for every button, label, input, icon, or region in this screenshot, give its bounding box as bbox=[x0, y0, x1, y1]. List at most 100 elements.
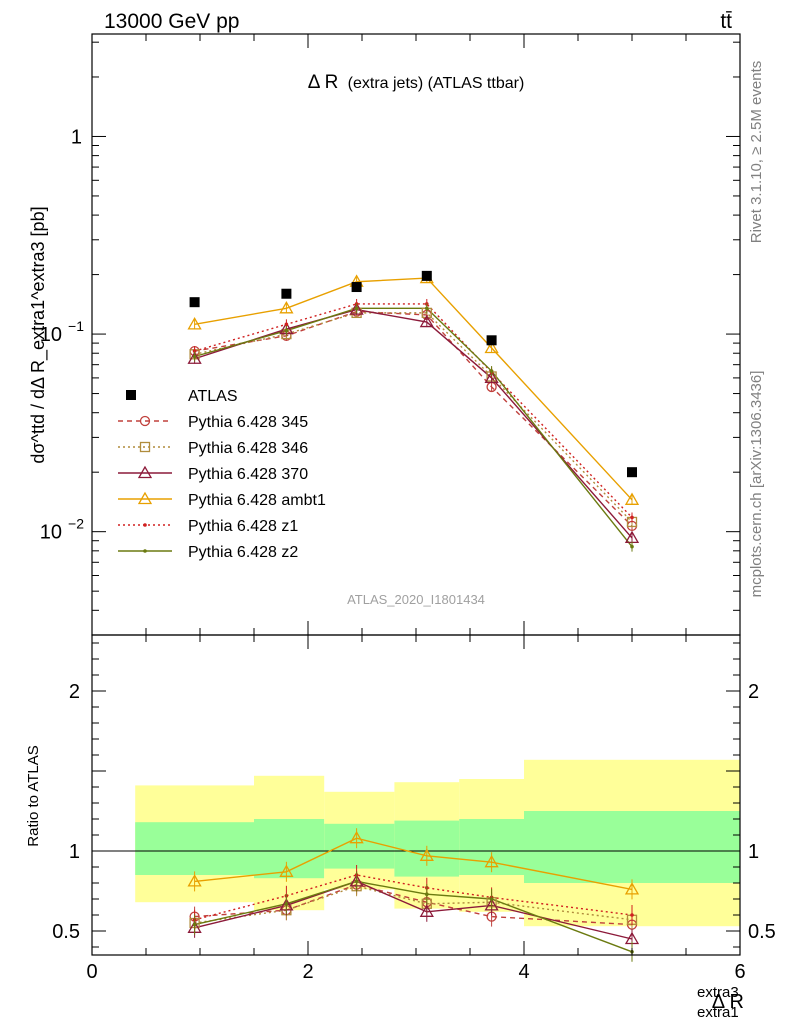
main-y-axis-label-text: dσ^ttd / dΔ R_extra1^extra3 [pb] bbox=[28, 206, 49, 463]
point-ratio-3-0 bbox=[187, 874, 202, 887]
point-main-3-4 bbox=[484, 340, 499, 354]
point-ratio-5-2 bbox=[354, 879, 359, 884]
ratio-y-axis-label: Ratio to ATLAS bbox=[25, 745, 42, 846]
legend-label-4: Pythia 6.428 z1 bbox=[188, 518, 298, 535]
point-ratio-5-1 bbox=[284, 902, 289, 906]
series-line-main-0 bbox=[194, 310, 633, 527]
x-tick-label: 2 bbox=[302, 961, 313, 983]
legend: ATLAS Pythia 6.428 345 Pythia 6.428 346 Pyt… bbox=[118, 388, 326, 561]
point-ratio-2-3 bbox=[419, 904, 434, 917]
x-tick-label: 0 bbox=[86, 961, 97, 983]
main-y-tick-label: 10 bbox=[40, 522, 62, 544]
data-point-5 bbox=[627, 467, 637, 478]
point-ratio-3-4 bbox=[484, 854, 499, 868]
legend-marker-atlas bbox=[126, 390, 136, 400]
point-main-3-5 bbox=[624, 492, 640, 505]
legend-label-0: Pythia 6.428 345 bbox=[188, 414, 308, 431]
point-ratio-3-1 bbox=[279, 864, 294, 877]
point-main-5-3 bbox=[425, 306, 429, 311]
data-point-4 bbox=[486, 335, 497, 346]
x-axis-label: Δ R bbox=[712, 991, 744, 1013]
legend-label-5: Pythia 6.428 z2 bbox=[188, 544, 298, 561]
series-line-main-4 bbox=[194, 303, 633, 518]
series-lines bbox=[194, 277, 633, 953]
point-ratio-5-4 bbox=[489, 897, 494, 901]
x-tick-label: 4 bbox=[518, 961, 529, 983]
legend-label-2: Pythia 6.428 370 bbox=[188, 466, 308, 483]
ratio-y-tick-label-right: 2 bbox=[748, 681, 759, 703]
band-inner-2 bbox=[324, 823, 395, 869]
point-main-4-5 bbox=[630, 515, 634, 520]
mcplots-label: mcplots.cern.ch [arXiv:1306.3436] bbox=[748, 371, 765, 598]
ratio-y-tick-label: 1 bbox=[69, 841, 80, 863]
point-main-2-0 bbox=[187, 351, 202, 364]
point-main-2-3 bbox=[419, 314, 434, 328]
point-ratio-5-3 bbox=[425, 892, 429, 896]
series-line-main-5 bbox=[194, 307, 633, 548]
legend-marker-4 bbox=[143, 523, 147, 527]
legend-marker-0 bbox=[139, 415, 151, 427]
legend-label-3: Pythia 6.428 ambt1 bbox=[188, 492, 326, 509]
axes: 0 2 4 6 1 10 −1 10 −2 0.5 0.5 1 1 2 2 bbox=[40, 33, 776, 983]
ratio-uncertainty-bands bbox=[92, 759, 740, 927]
point-ratio-4-5 bbox=[630, 913, 634, 917]
data-point-1 bbox=[281, 288, 292, 299]
band-inner-1 bbox=[254, 819, 325, 879]
legend-marker-5 bbox=[143, 549, 147, 553]
ratio-y-tick-label: 2 bbox=[69, 681, 80, 703]
main-y-tick-label: 1 bbox=[71, 126, 82, 148]
ratio-y-tick-label-right: 1 bbox=[748, 841, 759, 863]
legend-label-1: Pythia 6.428 346 bbox=[188, 440, 308, 457]
band-inner-5 bbox=[524, 811, 740, 883]
legend-marker-1 bbox=[139, 441, 151, 453]
point-main-5-0 bbox=[192, 354, 197, 359]
point-main-5-5 bbox=[630, 544, 634, 549]
point-main-4-1 bbox=[284, 322, 289, 327]
point-main-5-4 bbox=[489, 369, 494, 373]
ratio-y-tick-label: 0.5 bbox=[52, 921, 80, 943]
legend-label-atlas: ATLAS bbox=[188, 388, 238, 405]
main-y-tick-exponent: −1 bbox=[68, 318, 84, 334]
x-axis-label-main: Δ R bbox=[712, 991, 744, 1013]
point-main-3-1 bbox=[279, 301, 294, 314]
ratio-y-tick-label-right: 0.5 bbox=[748, 921, 776, 943]
series-markers bbox=[187, 270, 640, 962]
point-main-5-1 bbox=[284, 328, 289, 333]
rivet-version-label: Rivet 3.1.10, ≥ 2.5M events bbox=[748, 61, 765, 244]
x-tick-label: 6 bbox=[734, 961, 745, 983]
chart-title-rest: (extra jets) (ATLAS ttbar) bbox=[348, 75, 525, 92]
band-inner-0 bbox=[135, 822, 254, 875]
x-axis-label-sub: extra1 bbox=[697, 1004, 739, 1021]
point-main-2-2 bbox=[349, 302, 364, 315]
point-main-2-4 bbox=[484, 370, 499, 384]
chart-title: Δ R (extra jets) (ATLAS ttbar) bbox=[308, 72, 525, 93]
point-ratio-3-3 bbox=[419, 848, 434, 861]
data-point-2 bbox=[351, 282, 362, 293]
point-ratio-5-0 bbox=[192, 922, 197, 927]
x-axis-label-sup: extra3 bbox=[697, 984, 739, 1001]
beam-energy-label: 13000 GeV pp bbox=[104, 10, 239, 33]
main-y-axis-label: dσ^ttd / dΔ R_extra1^extra3 [pb] bbox=[28, 206, 49, 463]
series-line-ratio-5 bbox=[194, 880, 633, 953]
data-point-3 bbox=[421, 270, 432, 281]
legend-marker-3 bbox=[137, 491, 153, 505]
series-line-main-2 bbox=[194, 308, 633, 539]
point-main-4-0 bbox=[192, 349, 197, 353]
legend-marker-2 bbox=[137, 465, 153, 479]
main-y-tick-label: 10 bbox=[40, 324, 62, 346]
series-line-ratio-0 bbox=[194, 883, 633, 926]
series-line-ratio-2 bbox=[194, 880, 633, 940]
data-point-0 bbox=[189, 297, 200, 308]
point-ratio-3-5 bbox=[624, 882, 640, 895]
point-ratio-3-2 bbox=[349, 830, 364, 844]
point-ratio-2-4 bbox=[484, 898, 499, 911]
series-line-ratio-3 bbox=[194, 837, 633, 891]
analysis-tag: ATLAS_2020_I1801434 bbox=[347, 592, 485, 607]
point-main-3-0 bbox=[187, 317, 202, 330]
point-main-5-2 bbox=[354, 306, 359, 311]
series-line-main-3 bbox=[194, 277, 633, 501]
process-label: tt̄ bbox=[720, 10, 732, 33]
chart-title-main: Δ R bbox=[308, 72, 339, 93]
main-y-tick-exponent: −2 bbox=[68, 516, 84, 532]
